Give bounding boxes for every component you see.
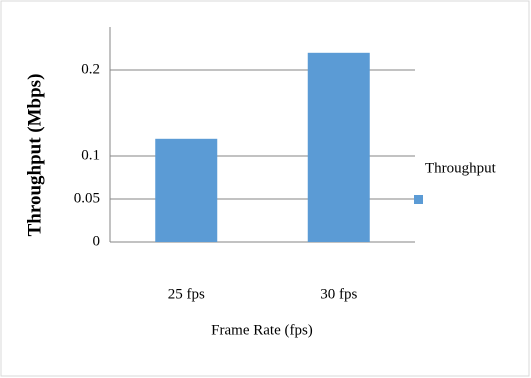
x-tick-label: 30 fps (320, 286, 357, 302)
y-tick-label: 0.2 (81, 61, 100, 77)
bar (155, 138, 218, 242)
y-tick-label: 0.05 (74, 190, 100, 206)
y-tick-label: 0 (93, 233, 101, 249)
y-tick-label: 0.1 (81, 147, 100, 163)
y-axis-title: Throughput (Mbps) (24, 74, 45, 237)
x-tick-label: 25 fps (168, 286, 205, 302)
x-axis-title: Frame Rate (fps) (211, 322, 313, 338)
legend-marker (414, 195, 423, 204)
bar (307, 52, 370, 242)
legend-label: Throughput (425, 160, 497, 176)
